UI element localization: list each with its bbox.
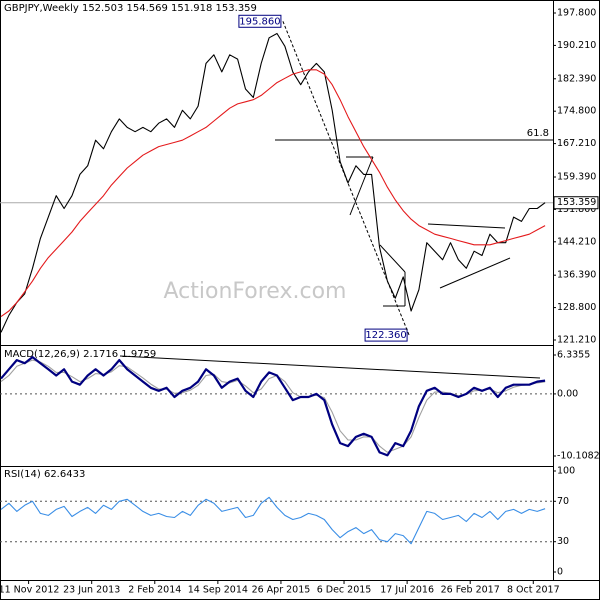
trend-line [349, 156, 374, 216]
last-price-box [553, 196, 599, 210]
x-tick-label: 11 Nov 2012 [0, 585, 59, 596]
y-tick-label: 30 [557, 536, 569, 547]
x-tick-label: 2 Feb 2014 [128, 585, 181, 596]
series-line [0, 32, 546, 333]
y-tick-label: -10.1082 [557, 451, 600, 462]
annotation-label: 195.860 [239, 16, 280, 27]
x-tick-label: 8 Oct 2017 [507, 585, 560, 596]
y-tick-label: 6.3355 [557, 350, 590, 361]
series-line [0, 356, 546, 457]
series-line [0, 69, 546, 318]
y-tick-label: 121.210 [557, 335, 596, 346]
watermark: ActionForex.com [164, 279, 347, 304]
y-tick-label: 136.390 [557, 270, 596, 281]
last-price-label: 153.359 [557, 197, 596, 208]
trend-line [439, 257, 511, 289]
x-tick-label: 23 Jun 2013 [63, 585, 120, 596]
y-tick-label: 190.210 [557, 40, 596, 51]
y-tick-label: 167.210 [557, 138, 596, 149]
y-tick-label: 128.800 [557, 302, 596, 313]
annotation-box [364, 328, 408, 342]
y-tick-label: 70 [557, 496, 569, 507]
x-tick-label: 14 Sep 2014 [188, 585, 248, 596]
swing-line [282, 21, 410, 336]
x-tick-label: 26 Feb 2017 [441, 585, 500, 596]
x-tick-label: 26 Apr 2015 [252, 585, 311, 596]
pane-title: GBPJPY,Weekly 152.503 154.569 151.918 15… [4, 3, 257, 14]
x-tick-label: 6 Dec 2015 [317, 585, 372, 596]
series-line [0, 496, 546, 545]
y-tick-label: 151.800 [557, 204, 596, 215]
y-tick-label: 144.210 [557, 236, 596, 247]
y-tick-label: 197.800 [557, 8, 596, 19]
x-tick-label: 17 Jul 2016 [380, 585, 434, 596]
trend-line [379, 244, 406, 273]
trend-line [119, 355, 541, 379]
annotation-box [238, 14, 282, 28]
y-tick-label: 159.390 [557, 171, 596, 182]
y-tick-label: 0.00 [557, 388, 578, 399]
pane-title: RSI(14) 62.6433 [4, 469, 85, 480]
y-tick-label: 182.390 [557, 73, 596, 84]
pane-title: MACD(12,26,9) 2.1716 1.9759 [4, 349, 156, 360]
y-tick-label: 0 [557, 567, 563, 578]
fib-label: 61.8 [527, 128, 549, 139]
y-tick-label: 100 [557, 466, 575, 477]
annotation-label: 122.360 [365, 330, 406, 341]
y-tick-label: 174.800 [557, 106, 596, 117]
trend-line [427, 223, 506, 229]
